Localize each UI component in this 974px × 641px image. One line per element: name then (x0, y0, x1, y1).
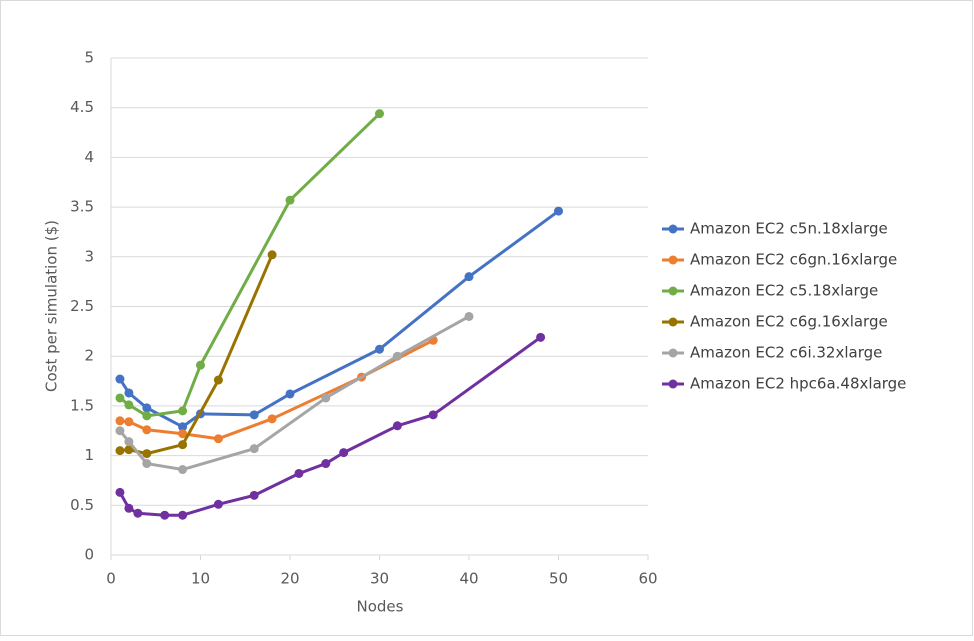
data-point (178, 422, 188, 432)
data-point (142, 449, 152, 459)
data-point (115, 426, 125, 436)
series-line (118, 209, 560, 429)
data-point (178, 406, 188, 416)
legend-marker (668, 224, 678, 234)
x-tick-label: 0 (106, 570, 116, 588)
data-point (392, 351, 402, 361)
data-point (196, 360, 205, 370)
data-point (213, 375, 223, 385)
data-point (124, 388, 134, 398)
data-point (142, 459, 152, 469)
data-point (285, 389, 295, 399)
y-tick-label: 5 (84, 49, 94, 67)
y-tick-label: 0 (84, 546, 94, 564)
data-point (321, 459, 331, 469)
x-tick-label: 20 (280, 570, 299, 588)
data-point (321, 393, 331, 403)
data-point (464, 311, 474, 321)
data-point (115, 446, 125, 456)
legend-marker (668, 255, 678, 265)
legend-label: Amazon EC2 hpc6a.48xlarge (690, 375, 906, 393)
data-point (249, 410, 259, 420)
data-point (178, 429, 188, 439)
data-point (124, 437, 134, 447)
data-point (124, 445, 134, 455)
data-point (294, 468, 304, 478)
data-point (428, 410, 438, 420)
series-line (118, 315, 470, 472)
data-point (115, 487, 125, 497)
data-point (375, 109, 384, 119)
x-tick-label: 10 (191, 570, 210, 588)
legend-label: Amazon EC2 c5.18xlarge (690, 282, 878, 300)
data-point (115, 416, 125, 426)
y-tick-label: 4.5 (70, 98, 94, 116)
data-point (115, 374, 125, 384)
data-point (133, 508, 143, 518)
data-point (124, 400, 134, 410)
data-point (142, 403, 152, 413)
data-point (160, 510, 170, 520)
data-point (285, 195, 295, 205)
y-tick-label: 1 (84, 446, 94, 464)
x-tick-label: 50 (549, 570, 568, 588)
legend: Amazon EC2 c5n.18xlarge Amazon EC2 c6gn.1… (662, 220, 906, 393)
data-point (249, 444, 259, 454)
x-tick-label: 40 (459, 570, 478, 588)
y-tick-label: 1.5 (70, 396, 94, 414)
data-point (267, 414, 277, 424)
legend-marker (668, 317, 678, 327)
data-point (213, 434, 223, 444)
y-tick-label: 3 (84, 247, 94, 265)
legend-label: Amazon EC2 c6g.16xlarge (690, 313, 888, 331)
y-axis-label: Cost per simulation ($) (43, 220, 61, 392)
data-point (375, 344, 384, 354)
data-point (142, 411, 152, 421)
data-point (267, 250, 277, 260)
legend-label: Amazon EC2 c6i.32xlarge (690, 344, 882, 362)
data-point (124, 503, 134, 513)
data-point (178, 465, 188, 475)
y-tick-label: 2 (84, 347, 94, 365)
data-point (339, 448, 349, 458)
x-tick-label: 30 (370, 570, 389, 588)
legend-marker (668, 379, 678, 389)
data-point (178, 440, 188, 450)
legend-label: Amazon EC2 c6gn.16xlarge (690, 251, 897, 269)
data-point (536, 332, 546, 342)
y-tick-label: 2.5 (70, 297, 94, 315)
data-point (115, 393, 125, 403)
y-tick-label: 0.5 (70, 496, 94, 514)
y-tick-label: 3.5 (70, 198, 94, 216)
data-point (142, 425, 152, 435)
legend-label: Amazon EC2 c5n.18xlarge (690, 220, 888, 238)
data-point (249, 490, 259, 500)
legend-marker (668, 286, 678, 296)
x-axis-label: Nodes (357, 598, 404, 616)
data-point (464, 272, 474, 282)
data-point (392, 421, 402, 431)
y-tick-label: 4 (84, 148, 94, 166)
data-point (178, 510, 188, 520)
x-tick-label: 60 (638, 570, 657, 588)
legend-marker (668, 348, 678, 358)
data-point (554, 206, 563, 216)
data-point (124, 417, 134, 427)
data-point (213, 499, 223, 509)
